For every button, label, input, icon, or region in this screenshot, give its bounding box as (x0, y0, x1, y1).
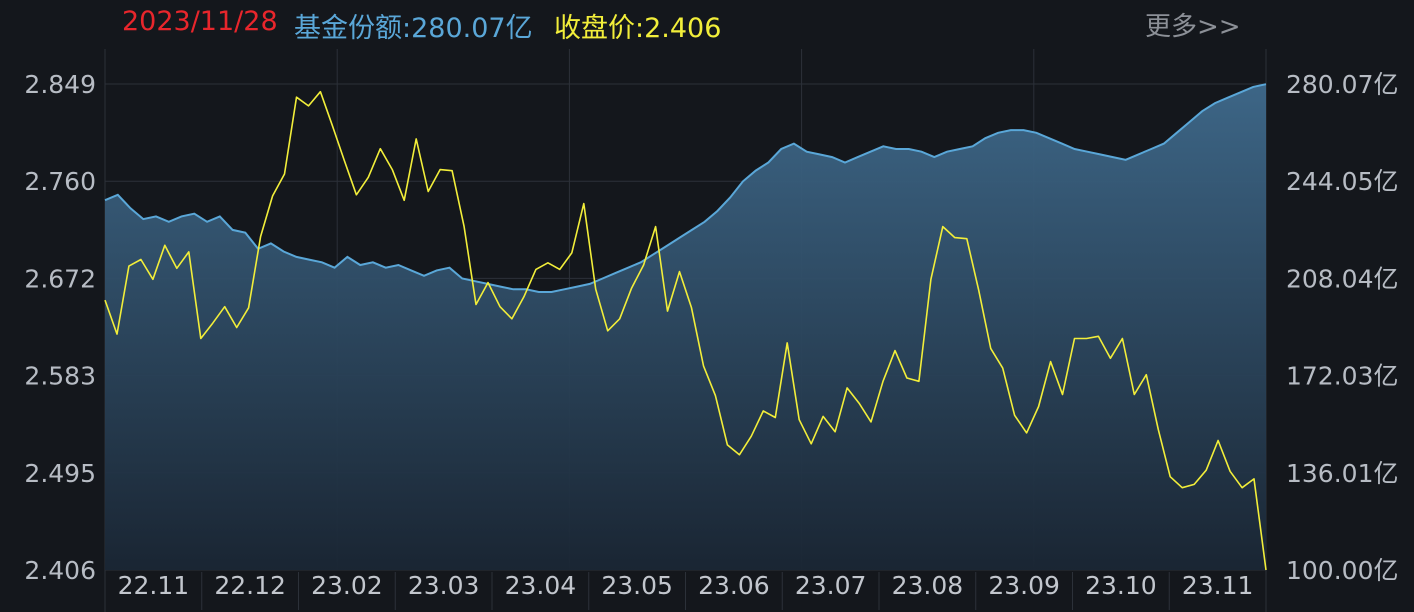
x-tick-label: 23.06 (698, 571, 770, 600)
fund-share-area-group (104, 83, 1267, 570)
more-link[interactable]: 更多>> (1145, 12, 1241, 42)
fund-share-line (104, 83, 1267, 293)
y-right-tick-label: 280.07亿 (1286, 70, 1398, 99)
x-tick-label: 23.09 (988, 571, 1060, 600)
date-label: 2023/11/28 (122, 6, 278, 37)
x-axis: 22.11 22.12 23.02 23.03 23.04 23.05 23.06 23.07… (118, 571, 1254, 610)
y-axis-left: 2.849 2.760 2.672 2.583 2.495 2.406 (24, 70, 96, 585)
x-tick-label: 23.02 (311, 571, 383, 600)
x-tick-label: 23.05 (601, 571, 673, 600)
y-left-tick-label: 2.583 (24, 362, 96, 391)
x-tick-label: 23.08 (892, 571, 964, 600)
y-right-tick-label: 244.05亿 (1286, 167, 1398, 196)
x-tick-label: 22.11 (118, 571, 190, 600)
y-left-tick-label: 2.495 (24, 459, 96, 488)
chart-header: 2023/11/28 基金份额:280.07亿 收盘价:2.406 更多>> (0, 6, 1414, 46)
x-tick-label: 23.11 (1182, 571, 1254, 600)
y-left-tick-label: 2.849 (24, 70, 96, 99)
x-tick-label: 23.10 (1085, 571, 1157, 600)
y-right-tick-label: 136.01亿 (1286, 459, 1398, 488)
close-price-label: 收盘价:2.406 (554, 13, 722, 44)
y-right-tick-label: 172.03亿 (1286, 362, 1398, 391)
x-tick-label: 23.04 (505, 571, 577, 600)
x-tick-label: 23.07 (795, 571, 867, 600)
fund-share-label: 基金份额:280.07亿 (294, 13, 533, 44)
y-right-tick-label: 100.00亿 (1286, 556, 1398, 585)
x-tick-label: 22.12 (214, 571, 286, 600)
fund-share-area (105, 84, 1266, 570)
y-left-tick-label: 2.406 (24, 556, 96, 585)
y-right-tick-label: 208.04亿 (1286, 264, 1398, 293)
y-axis-right: 280.07亿 244.05亿 208.04亿 172.03亿 136.01亿 100.0… (1286, 70, 1398, 585)
close-price-line-group (104, 90, 1267, 571)
y-left-tick-label: 2.760 (24, 167, 96, 196)
x-tick-label: 23.03 (408, 571, 480, 600)
close-price-line (104, 90, 1267, 571)
y-left-tick-label: 2.672 (24, 264, 96, 293)
